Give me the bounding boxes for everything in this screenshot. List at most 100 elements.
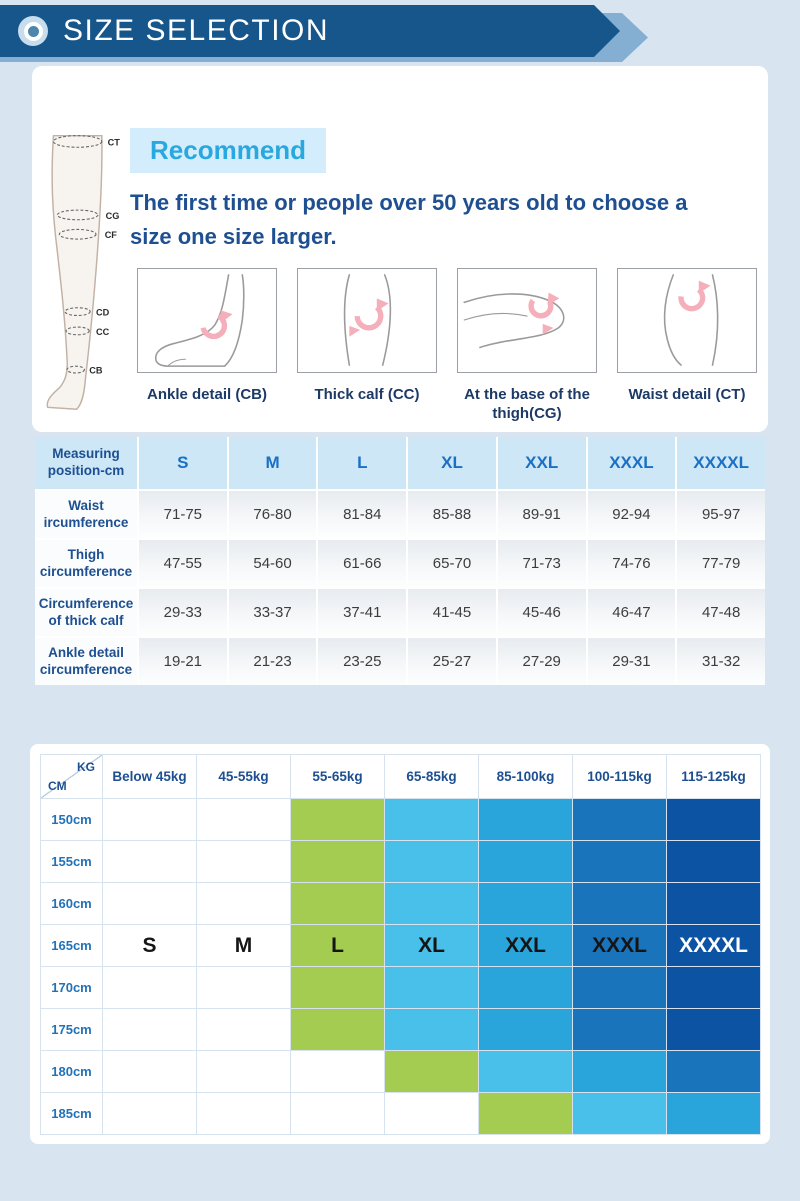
size-zone-cell: XL <box>385 925 479 967</box>
size-label: L <box>331 933 344 957</box>
size-zone-cell <box>667 799 761 841</box>
measure-value-cell: 71-73 <box>497 540 586 587</box>
measure-value-cell: 74-76 <box>587 540 676 587</box>
size-zone-cell <box>197 841 291 883</box>
size-zone-cell: XXL <box>479 925 573 967</box>
weight-column-header: Below 45kg <box>103 755 197 799</box>
measure-line-ct <box>52 135 103 148</box>
size-label: XL <box>418 933 445 957</box>
measure-line-cf <box>58 228 97 240</box>
cm-label: CM <box>48 779 67 793</box>
weight-column-header: 55-65kg <box>291 755 385 799</box>
height-weight-size-grid: KG CM Below 45kg 45-55kg 55-65kg 65-85kg 85-10… <box>40 754 761 1135</box>
leg-outline <box>46 134 103 410</box>
size-zone-cell <box>479 1009 573 1051</box>
size-grid-card: KG CM Below 45kg 45-55kg 55-65kg 65-85kg 85-10… <box>30 744 770 1144</box>
page-title: SIZE SELECTION <box>63 14 330 47</box>
kg-label: KG <box>77 760 95 774</box>
thick-calf-caption: Thick calf (CC) <box>314 386 420 403</box>
size-zone-cell <box>667 1009 761 1051</box>
header-banner: SIZE SELECTION <box>0 5 620 57</box>
recommend-text: The first time or people over 50 years o… <box>130 190 688 250</box>
measure-value-cell: 71-75 <box>139 491 227 538</box>
size-zone-cell: S <box>103 925 197 967</box>
size-zone-cell <box>573 1009 667 1051</box>
thigh-base-caption: At the base of the thigh(CG) <box>464 386 590 422</box>
size-zone-cell <box>479 799 573 841</box>
ankle-detail-illustration <box>154 274 245 367</box>
size-column-header: XL <box>408 437 496 489</box>
measure-row-label: Circumference of thick calf <box>35 589 137 636</box>
thick-calf-illustration <box>343 274 392 366</box>
size-zone-cell <box>291 1051 385 1093</box>
measure-value-cell: 21-23 <box>228 638 317 685</box>
measure-line-cb <box>66 365 85 374</box>
size-zone-cell: L <box>291 925 385 967</box>
measure-line-cg <box>56 209 99 221</box>
recommend-card: CT CG CF CD CC CB Recommend The first ti… <box>32 66 768 432</box>
size-zone-cell <box>667 883 761 925</box>
height-row-header: 155cm <box>41 841 103 883</box>
size-zone-cell <box>479 1093 573 1135</box>
size-column-header: S <box>139 437 227 489</box>
height-row-header: 175cm <box>41 1009 103 1051</box>
measure-value-cell: 95-97 <box>677 491 765 538</box>
size-zone-cell <box>385 883 479 925</box>
measure-value-cell: 47-48 <box>677 589 765 636</box>
size-zone-cell <box>197 1009 291 1051</box>
size-zone-cell <box>103 1009 197 1051</box>
size-column-header: L <box>318 437 407 489</box>
weight-column-header: 85-100kg <box>479 755 573 799</box>
height-row-header: 160cm <box>41 883 103 925</box>
measure-value-cell: 89-91 <box>497 491 586 538</box>
height-row-header: 150cm <box>41 799 103 841</box>
size-zone-cell <box>197 1051 291 1093</box>
size-zone-cell <box>103 1093 197 1135</box>
measure-value-cell: 19-21 <box>139 638 227 685</box>
measure-value-cell: 45-46 <box>497 589 586 636</box>
size-zone-cell <box>103 967 197 1009</box>
size-zone-cell <box>573 799 667 841</box>
leg-label-cc: CC <box>96 327 110 337</box>
size-zone-cell <box>197 967 291 1009</box>
size-zone-cell: XXXL <box>573 925 667 967</box>
size-column-header: XXL <box>497 437 586 489</box>
target-circle-icon-inner <box>24 22 43 41</box>
measure-value-cell: 47-55 <box>139 540 227 587</box>
leg-label-cb: CB <box>89 365 103 375</box>
size-zone-cell <box>385 1009 479 1051</box>
thick-calf-thumbnail <box>297 268 437 373</box>
size-zone-cell <box>479 1051 573 1093</box>
measure-value-cell: 61-66 <box>318 540 407 587</box>
measure-value-cell: 54-60 <box>228 540 317 587</box>
size-zone-cell <box>667 1093 761 1135</box>
ankle-detail-thumbnail <box>137 268 277 373</box>
recommend-badge: Recommend <box>130 128 327 173</box>
waist-detail-caption: Waist detail (CT) <box>628 386 746 403</box>
measure-value-cell: 92-94 <box>587 491 676 538</box>
thigh-base-illustration <box>463 292 565 349</box>
size-zone-cell <box>103 841 197 883</box>
weight-column-header: 65-85kg <box>385 755 479 799</box>
weight-column-header: 45-55kg <box>197 755 291 799</box>
size-zone-cell <box>573 1051 667 1093</box>
size-zone-cell <box>667 841 761 883</box>
ankle-detail-caption: Ankle detail (CB) <box>146 386 267 403</box>
size-label: XXL <box>505 933 546 957</box>
waist-detail-thumbnail <box>617 268 757 373</box>
size-label: M <box>234 933 253 957</box>
size-zone-cell <box>573 967 667 1009</box>
measure-value-cell: 85-88 <box>408 491 496 538</box>
waist-detail-illustration <box>663 274 719 366</box>
size-zone-cell <box>291 1093 385 1135</box>
leg-measurement-diagram: CT CG CF CD CC CB <box>38 122 154 420</box>
size-zone-cell <box>291 883 385 925</box>
size-zone-cell <box>103 799 197 841</box>
measure-value-cell: 77-79 <box>677 540 765 587</box>
size-column-header: XXXL <box>587 437 676 489</box>
size-zone-cell <box>291 799 385 841</box>
measure-value-cell: 33-37 <box>228 589 317 636</box>
size-zone-cell <box>103 883 197 925</box>
size-zone-cell <box>573 1093 667 1135</box>
